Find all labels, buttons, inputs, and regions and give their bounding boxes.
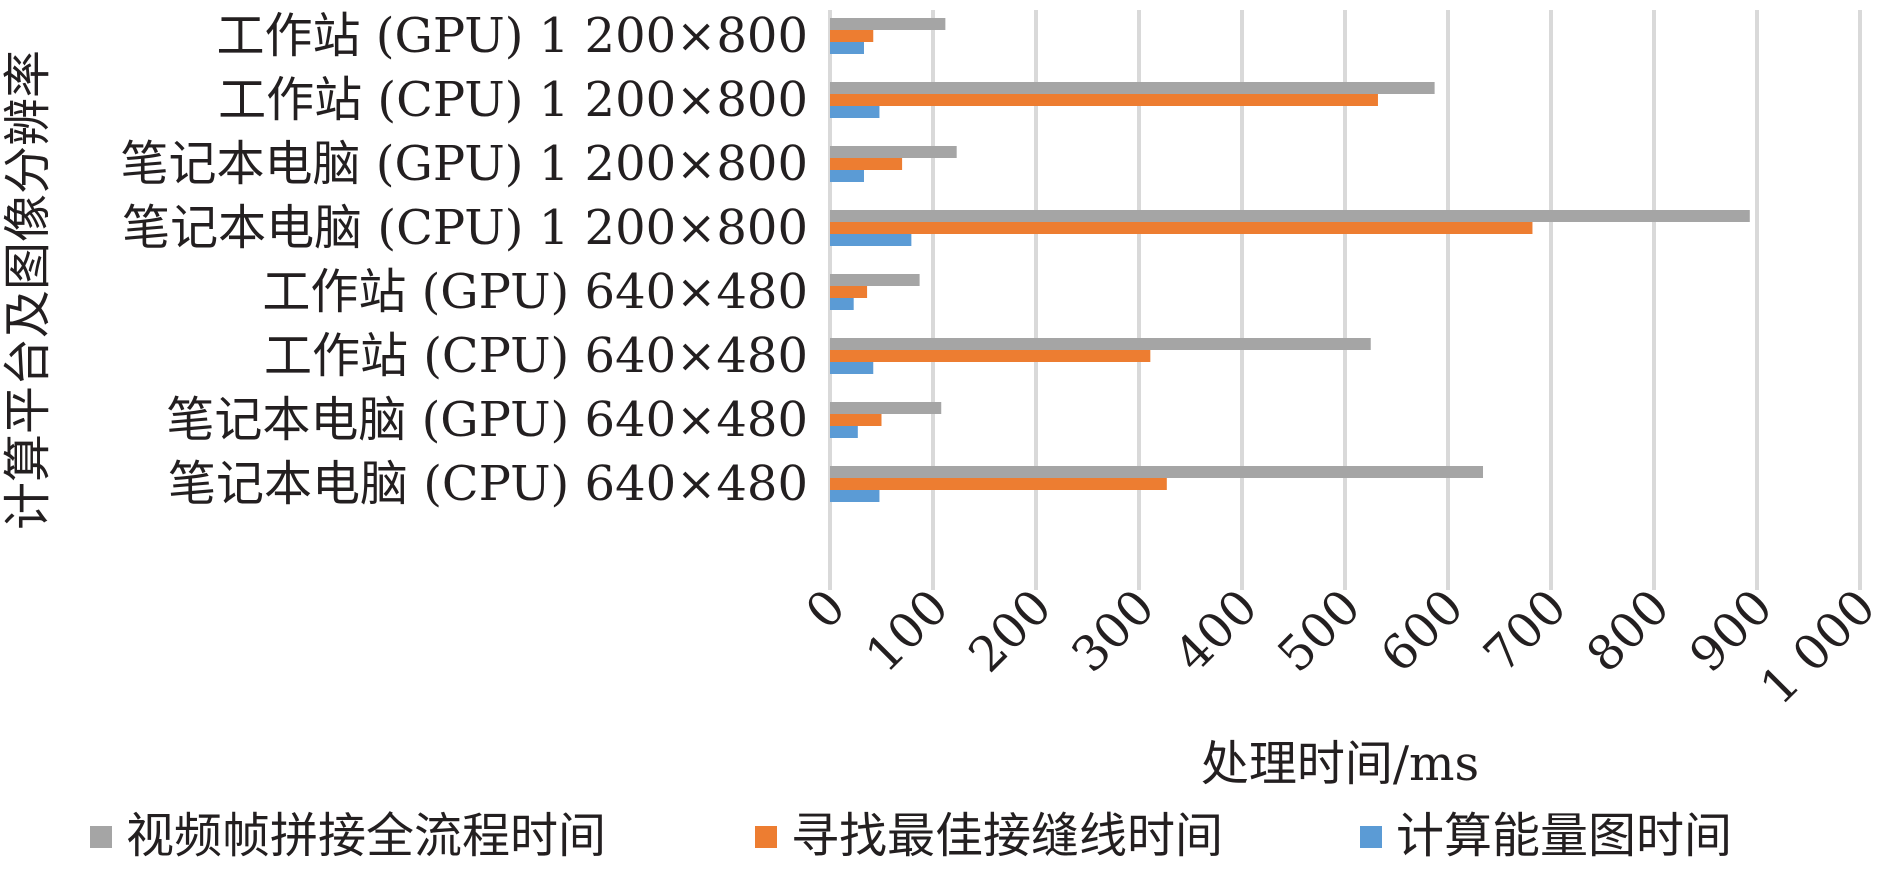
bar	[830, 210, 1750, 222]
bar	[830, 338, 1371, 350]
category-label: 笔记本电脑 (CPU) 1 200×800	[122, 200, 808, 256]
x-axis-title: 处理时间/ms	[1201, 736, 1479, 792]
bar	[830, 478, 1167, 490]
bar	[830, 158, 903, 170]
category-label: 笔记本电脑 (CPU) 640×480	[168, 456, 808, 512]
bar	[830, 426, 858, 438]
bar	[830, 466, 1484, 478]
bar	[830, 94, 1378, 106]
bar	[830, 362, 874, 374]
legend-label: 寻找最佳接缝线时间	[791, 808, 1223, 864]
x-tick-label: 300	[1061, 579, 1165, 683]
bar	[830, 234, 912, 246]
bar	[830, 298, 854, 310]
x-tick-label: 400	[1164, 579, 1268, 683]
bar	[830, 42, 864, 54]
bar	[830, 106, 880, 118]
bars	[830, 18, 1750, 502]
legend-label: 视频帧拼接全流程时间	[126, 808, 606, 864]
bar	[830, 170, 864, 182]
bar	[830, 146, 957, 158]
legend-swatch	[1360, 826, 1382, 848]
x-tick-label: 200	[958, 579, 1062, 683]
bar	[830, 222, 1533, 234]
bar	[830, 30, 874, 42]
x-tick-label: 600	[1370, 579, 1474, 683]
x-tick-label: 0	[795, 579, 856, 640]
x-tick-label: 800	[1576, 579, 1680, 683]
bar	[830, 350, 1151, 362]
x-tick-label: 1 000	[1750, 579, 1887, 716]
bar	[830, 18, 946, 30]
category-label: 工作站 (CPU) 640×480	[264, 328, 808, 384]
bar	[830, 286, 868, 298]
bar	[830, 490, 880, 502]
legend-swatch	[90, 826, 112, 848]
y-axis-title: 计算平台及图像分辨率	[0, 50, 56, 530]
x-tick-label: 100	[855, 579, 959, 683]
x-tick-label: 700	[1473, 579, 1577, 683]
category-label: 工作站 (GPU) 640×480	[262, 264, 808, 320]
legend: 视频帧拼接全流程时间 寻找最佳接缝线时间 计算能量图时间	[90, 808, 1732, 864]
category-labels: 工作站 (GPU) 1 200×800 工作站 (CPU) 1 200×800 笔记…	[121, 8, 808, 512]
x-tick-label: 500	[1267, 579, 1371, 683]
legend-label: 计算能量图时间	[1396, 808, 1732, 864]
bar	[830, 414, 882, 426]
bar	[830, 274, 920, 286]
bar	[830, 402, 942, 414]
bar	[830, 82, 1435, 94]
gridlines	[828, 10, 1862, 590]
category-label: 工作站 (GPU) 1 200×800	[217, 8, 808, 64]
legend-swatch	[755, 826, 777, 848]
category-label: 工作站 (CPU) 1 200×800	[218, 72, 808, 128]
category-label: 笔记本电脑 (GPU) 1 200×800	[121, 136, 808, 192]
category-label: 笔记本电脑 (GPU) 640×480	[166, 392, 808, 448]
